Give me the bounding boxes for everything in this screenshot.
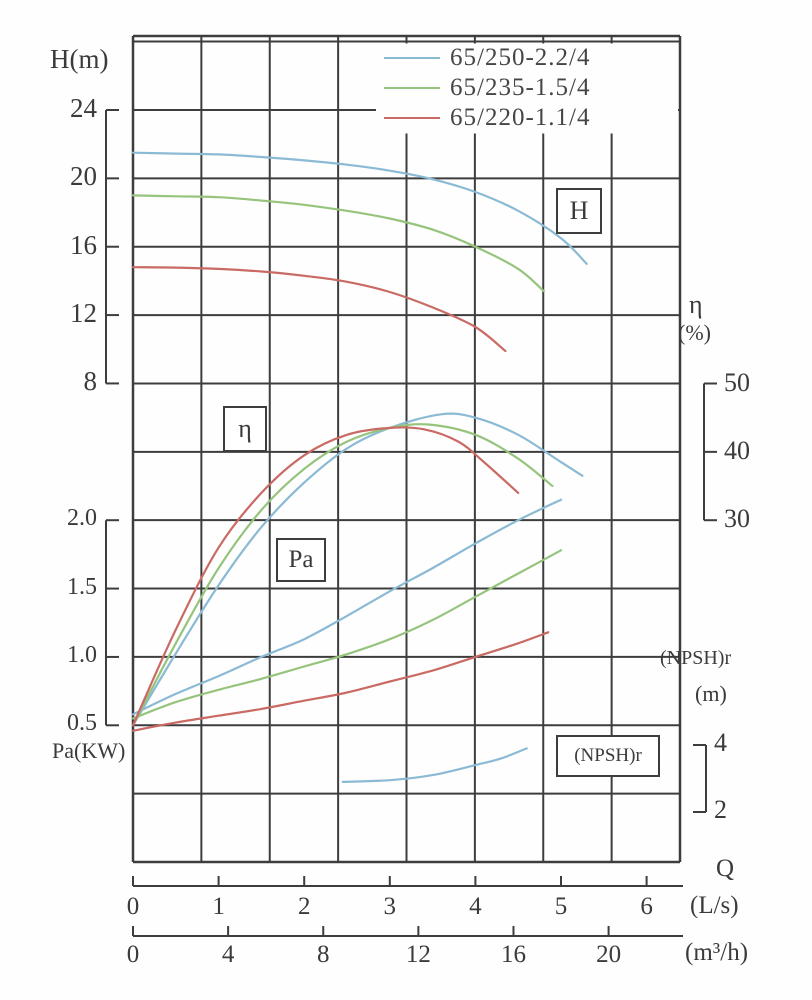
head-curve-label: H [569, 196, 589, 225]
npsh-tick-label: 4 [714, 728, 727, 757]
flow-m3h-tick-label: 12 [405, 941, 431, 968]
efficiency-tick-label: 50 [724, 367, 750, 397]
flow-axis-title: Q [716, 855, 735, 882]
power-axis-title: Pa(KW) [52, 738, 126, 763]
flow-m3h-unit: (m³/h) [685, 939, 749, 966]
curve-head-series-1 [131, 194, 545, 293]
flow-m3h-tick-label: 20 [596, 941, 622, 968]
flow-ls-tick-label: 5 [554, 893, 568, 920]
head-tick-label: 8 [83, 366, 98, 397]
head-axis-title: H(m) [50, 44, 109, 74]
flow-m3h-tick-label: 8 [316, 941, 330, 968]
efficiency-curve-label: η [238, 414, 252, 443]
legend: 65/250-2.2/4 65/235-1.5/4 65/220-1.1/4 [384, 43, 590, 133]
flow-ls-tick-label: 0 [126, 893, 140, 920]
head-tick-label: 12 [70, 298, 97, 329]
flow-ls-tick-label: 3 [383, 893, 397, 920]
curve-power-series-1 [131, 549, 563, 720]
curve-efficiency-series-0 [131, 412, 584, 727]
power-curve-label-box: Pa [276, 538, 326, 582]
legend-swatch [384, 117, 440, 119]
flow-m3h-tick-label: 4 [221, 941, 235, 968]
curve-npsh-series-0 [341, 747, 528, 783]
curve-efficiency-series-1 [131, 423, 554, 727]
flow-ls-tick-label: 4 [469, 893, 482, 920]
curve-power-series-0 [131, 498, 563, 716]
npsh-axis-title: (NPSH)r [660, 647, 732, 669]
head-tick-label: 20 [70, 161, 97, 192]
power-tick-label: 0.5 [67, 710, 97, 737]
legend-item: 65/220-1.1/4 [384, 103, 590, 133]
head-curve-label-box: H [556, 188, 602, 234]
legend-label: 65/235-1.5/4 [450, 74, 591, 101]
legend-swatch [384, 87, 440, 89]
legend-label: 65/250-2.2/4 [450, 44, 591, 71]
power-tick-label: 2.0 [67, 505, 97, 532]
power-tick-label: 1.0 [67, 641, 97, 668]
head-tick-label: 16 [70, 229, 97, 260]
power-tick-label: 1.5 [67, 573, 97, 600]
flow-m3h-tick-label: 0 [126, 941, 140, 968]
efficiency-axis-unit: (%) [678, 320, 711, 345]
npsh-curve-label: (NPSH)r [574, 745, 642, 766]
curve-efficiency-series-2 [131, 426, 520, 727]
flow-ls-tick-label: 1 [212, 893, 225, 920]
power-curve-label: Pa [288, 546, 314, 573]
npsh-tick-label: 2 [714, 795, 727, 824]
curve-head-series-0 [131, 151, 588, 265]
flow-ls-tick-label: 2 [297, 893, 311, 920]
legend-swatch [384, 57, 440, 59]
npsh-curve-label-box: (NPSH)r [556, 735, 660, 777]
flow-m3h-tick-label: 16 [500, 941, 526, 968]
legend-item: 65/235-1.5/4 [384, 73, 590, 103]
curve-power-series-2 [131, 631, 550, 732]
efficiency-curve-label-box: η [223, 406, 267, 452]
efficiency-tick-label: 30 [724, 504, 750, 534]
flow-ls-unit: (L/s) [690, 892, 739, 919]
curve-head-series-2 [131, 266, 507, 353]
npsh-axis-unit: (m) [695, 681, 727, 706]
legend-item: 65/250-2.2/4 [384, 43, 590, 73]
legend-label: 65/220-1.1/4 [450, 104, 591, 131]
head-tick-label: 24 [70, 93, 97, 123]
efficiency-tick-label: 40 [724, 435, 750, 465]
efficiency-axis-title: η [689, 290, 703, 319]
flow-ls-tick-label: 6 [640, 893, 653, 920]
